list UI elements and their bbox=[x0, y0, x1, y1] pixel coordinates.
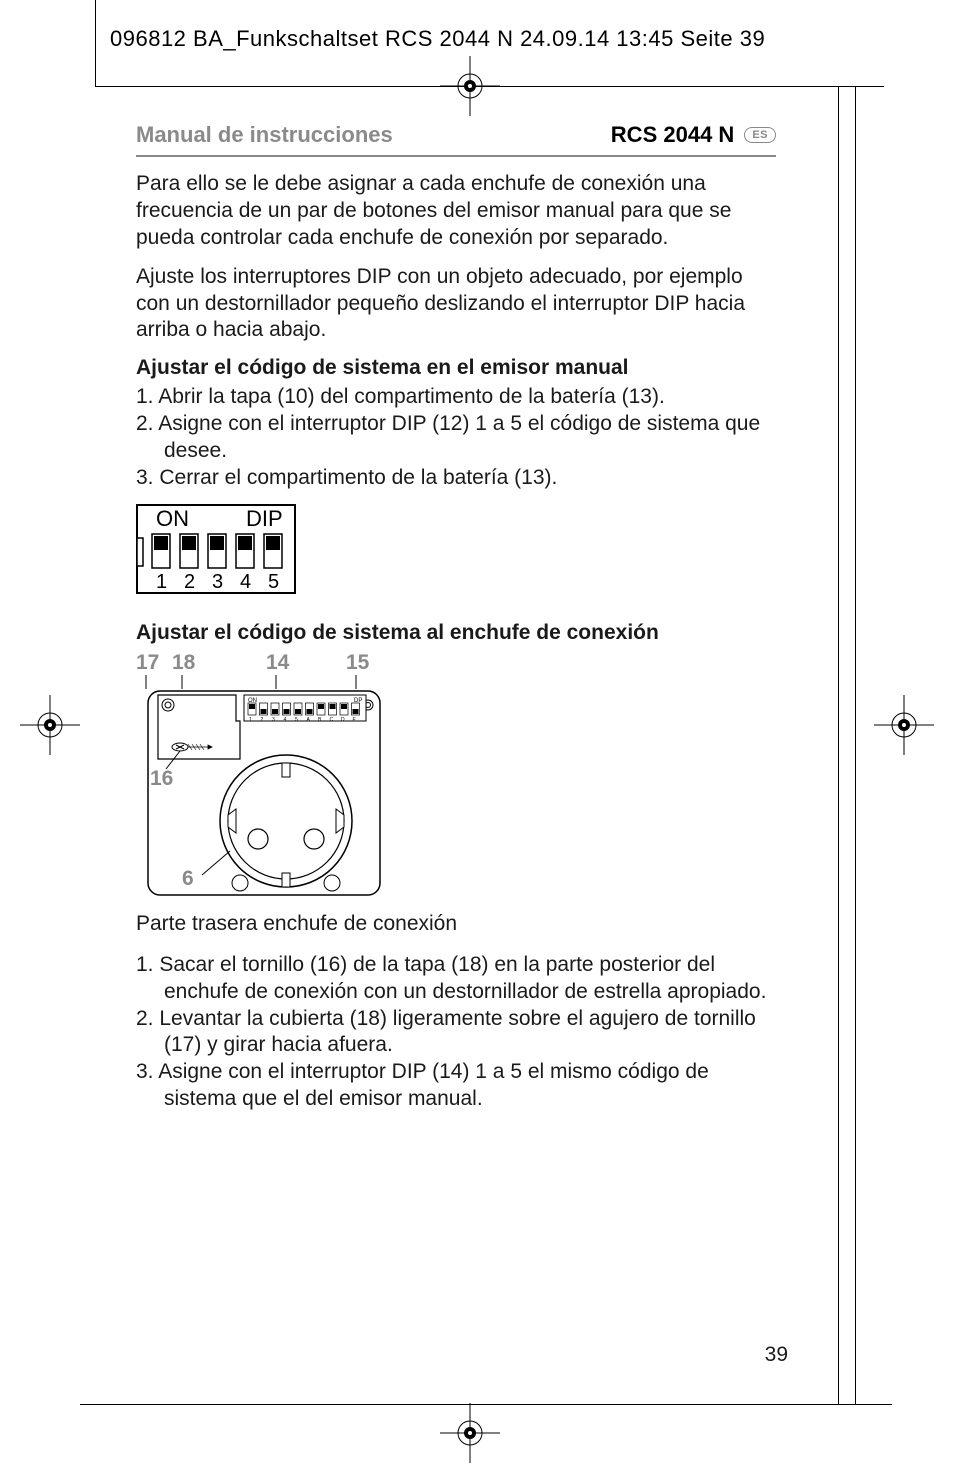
registration-mark-icon bbox=[440, 56, 500, 116]
step: 1. Abrir la tapa (10) del compartimento … bbox=[136, 384, 776, 411]
svg-text:1: 1 bbox=[156, 571, 167, 593]
step-list: 1. Abrir la tapa (10) del compartimento … bbox=[136, 384, 776, 492]
paragraph: Para ello se le debe asignar a cada ench… bbox=[136, 171, 776, 252]
model-block: RCS 2044 N ES bbox=[611, 122, 776, 148]
model-number: RCS 2044 N bbox=[611, 122, 735, 148]
step: 2. Asigne con el interruptor DIP (12) 1 … bbox=[136, 411, 776, 465]
svg-text:14: 14 bbox=[266, 651, 290, 674]
crop-line bbox=[855, 86, 856, 1405]
svg-text:4: 4 bbox=[284, 717, 287, 723]
svg-text:17: 17 bbox=[136, 651, 159, 674]
socket-back-diagram: 17 18 14 15 O bbox=[136, 651, 776, 906]
svg-text:C: C bbox=[330, 717, 334, 723]
svg-text:16: 16 bbox=[150, 767, 173, 790]
section-heading: Ajustar el código de sistema al enchufe … bbox=[136, 621, 776, 645]
svg-text:2: 2 bbox=[261, 717, 264, 723]
step: 3. Cerrar el compartimento de la batería… bbox=[136, 465, 776, 492]
svg-text:5: 5 bbox=[268, 571, 279, 593]
page: 096812 BA_Funkschaltset RCS 2044 N 24.09… bbox=[0, 0, 954, 1475]
manual-title: Manual de instrucciones bbox=[136, 122, 393, 148]
paragraph: Ajuste los interruptores DIP con un obje… bbox=[136, 264, 776, 345]
step: 2. Levantar la cubierta (18) ligeramente… bbox=[136, 1006, 776, 1060]
svg-text:2: 2 bbox=[184, 571, 195, 593]
doc-header: Manual de instrucciones RCS 2044 N ES bbox=[136, 122, 776, 157]
diagram-caption: Parte trasera enchufe de conexión bbox=[136, 912, 776, 936]
svg-text:5: 5 bbox=[295, 717, 298, 723]
step-list: 1. Sacar el tornillo (16) de la tapa (18… bbox=[136, 952, 776, 1113]
registration-mark-icon bbox=[874, 695, 934, 755]
svg-text:6: 6 bbox=[182, 867, 194, 890]
svg-text:1: 1 bbox=[249, 717, 252, 723]
page-number: 39 bbox=[765, 1343, 788, 1367]
dip-switch-diagram: ON DIP 12345 bbox=[136, 504, 776, 599]
svg-text:18: 18 bbox=[172, 651, 196, 674]
svg-text:D: D bbox=[341, 717, 345, 723]
registration-mark-icon bbox=[20, 695, 80, 755]
svg-text:3: 3 bbox=[272, 717, 275, 723]
svg-text:15: 15 bbox=[346, 651, 370, 674]
dip-on-label: ON bbox=[156, 506, 189, 531]
content-area: Manual de instrucciones RCS 2044 N ES Pa… bbox=[136, 122, 776, 1113]
step: 3. Asigne con el interruptor DIP (14) 1 … bbox=[136, 1059, 776, 1113]
registration-mark-icon bbox=[440, 1403, 500, 1463]
crop-line bbox=[95, 0, 96, 86]
dip-dip-label: DIP bbox=[246, 506, 283, 531]
language-badge: ES bbox=[744, 127, 776, 143]
svg-text:3: 3 bbox=[212, 571, 223, 593]
svg-text:4: 4 bbox=[240, 571, 251, 593]
print-header: 096812 BA_Funkschaltset RCS 2044 N 24.09… bbox=[110, 26, 765, 52]
step: 1. Sacar el tornillo (16) de la tapa (18… bbox=[136, 952, 776, 1006]
section-heading: Ajustar el código de sistema en el emiso… bbox=[136, 356, 776, 380]
crop-line bbox=[838, 86, 839, 1405]
